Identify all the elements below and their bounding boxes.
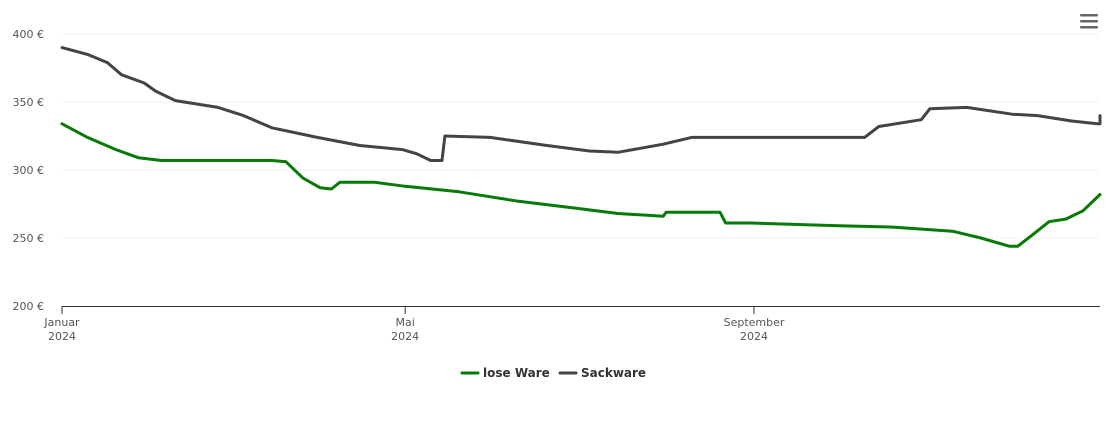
legend-label: lose Ware: [483, 366, 550, 380]
x-tick-label-year: 2024: [740, 330, 768, 343]
x-tick-label-month: September: [724, 316, 785, 329]
y-axis-ticks: 200 € 250 € 300 € 350 € 400 €: [13, 28, 45, 313]
y-tick-label: 400 €: [13, 28, 45, 41]
y-tick-label: 250 €: [13, 232, 45, 245]
x-tick-label-month: Januar: [43, 316, 80, 329]
series-lines: [60, 46, 1102, 248]
x-tick-label-month: Mai: [396, 316, 415, 329]
legend[interactable]: lose Ware Sackware: [460, 366, 646, 380]
legend-item[interactable]: lose Ware: [460, 366, 550, 380]
x-tick-label-year: 2024: [48, 330, 76, 343]
y-tick-label: 300 €: [13, 164, 45, 177]
series-line-lose-ware[interactable]: [60, 122, 1102, 248]
series-line-sackware[interactable]: [60, 46, 1102, 162]
chart-menu-icon[interactable]: [1080, 14, 1098, 29]
y-tick-label: 350 €: [13, 96, 45, 109]
x-tick-label-year: 2024: [391, 330, 419, 343]
legend-label: Sackware: [581, 366, 646, 380]
legend-item[interactable]: Sackware: [558, 366, 646, 380]
grid-lines: [62, 33, 1100, 239]
y-tick-label: 200 €: [13, 300, 45, 313]
